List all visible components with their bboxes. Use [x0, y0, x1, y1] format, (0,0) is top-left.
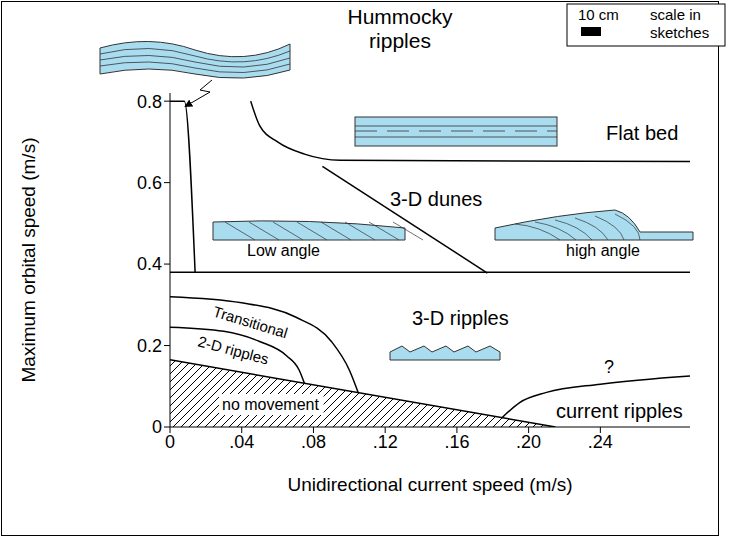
svg-text:3-D dunes: 3-D dunes	[390, 188, 482, 210]
svg-text:high angle: high angle	[566, 242, 640, 259]
svg-text:.12: .12	[373, 432, 398, 452]
svg-text:.04: .04	[229, 432, 254, 452]
svg-text:0: 0	[165, 432, 175, 452]
svg-text:0.4: 0.4	[137, 254, 162, 274]
svg-text:scale in: scale in	[650, 6, 701, 23]
svg-text:Unidirectional current speed (: Unidirectional current speed (m/s)	[287, 474, 572, 495]
svg-text:10 cm: 10 cm	[578, 6, 619, 23]
svg-text:Flat bed: Flat bed	[606, 122, 678, 144]
svg-text:2-D ripples: 2-D ripples	[196, 332, 270, 367]
svg-text:no movement: no movement	[222, 396, 319, 413]
svg-text:.24: .24	[588, 432, 613, 452]
svg-text:0: 0	[152, 417, 162, 437]
svg-text:.08: .08	[301, 432, 326, 452]
svg-text:0.8: 0.8	[137, 92, 162, 112]
svg-text:sketches: sketches	[650, 24, 709, 41]
svg-text:Maximum orbital speed (m/s): Maximum orbital speed (m/s)	[18, 138, 39, 383]
svg-text:current ripples: current ripples	[556, 400, 683, 422]
svg-text:0.2: 0.2	[137, 336, 162, 356]
svg-text:ripples: ripples	[369, 29, 431, 52]
svg-text:3-D ripples: 3-D ripples	[412, 307, 509, 329]
svg-text:0.6: 0.6	[137, 173, 162, 193]
svg-text:.16: .16	[444, 432, 469, 452]
svg-text:?: ?	[604, 357, 614, 377]
svg-text:Transitional: Transitional	[211, 303, 290, 342]
svg-text:Hummocky: Hummocky	[347, 5, 453, 28]
svg-text:Low angle: Low angle	[247, 242, 320, 259]
svg-text:.20: .20	[516, 432, 541, 452]
